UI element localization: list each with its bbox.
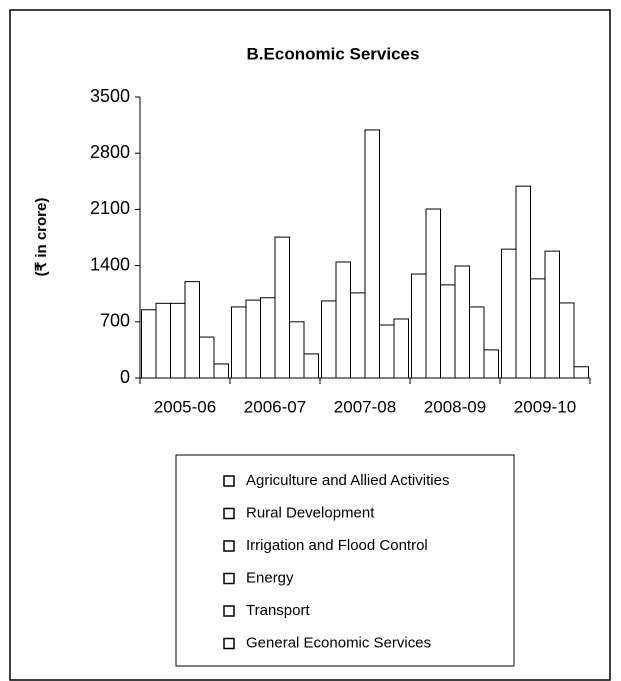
bar [501, 248, 517, 379]
legend-label: Irrigation and Flood Control [246, 537, 428, 554]
bar [335, 261, 351, 379]
bar [454, 265, 470, 379]
bar [245, 299, 261, 379]
legend-label: Transport [246, 602, 310, 619]
bar [184, 281, 200, 379]
bar [515, 185, 531, 379]
y-tick-label: 0 [120, 367, 130, 387]
x-tick-label: 2009-10 [514, 397, 576, 416]
legend-label: Rural Development [246, 504, 375, 521]
bar [155, 302, 171, 379]
bar [364, 129, 380, 379]
bar [141, 309, 157, 379]
bar [350, 292, 366, 379]
bar [303, 353, 319, 379]
bar [231, 306, 247, 379]
y-tick-label: 3500 [90, 86, 130, 106]
x-tick-label: 2006-07 [244, 397, 306, 416]
legend-swatch [223, 507, 235, 520]
y-tick-label: 700 [100, 311, 130, 331]
bar [573, 366, 589, 379]
bar [469, 306, 485, 379]
frame [9, 9, 611, 681]
y-tick-label: 2800 [90, 142, 130, 162]
bar [483, 349, 499, 379]
bar [393, 318, 409, 379]
bar [559, 302, 575, 379]
legend-label: Energy [246, 569, 294, 586]
bar [425, 208, 441, 379]
bar [440, 284, 456, 379]
bar [530, 278, 546, 379]
bar [289, 321, 305, 379]
legend-label: General Economic Services [246, 634, 431, 651]
bar [260, 297, 276, 379]
bar [544, 250, 560, 379]
bar [199, 336, 215, 379]
y-axis-label: (₹ in crore) [33, 198, 50, 277]
y-tick-label: 2100 [90, 198, 130, 218]
bar [379, 324, 395, 379]
bar [170, 302, 186, 379]
legend-label: Agriculture and Allied Activities [246, 472, 449, 489]
legend-swatch [223, 572, 235, 585]
bar [213, 363, 229, 379]
bar [274, 236, 290, 379]
legend-swatch [223, 605, 235, 617]
chart-title: B.Economic Services [247, 44, 420, 63]
legend-box [175, 454, 515, 667]
bar [321, 300, 337, 379]
x-tick-label: 2008-09 [424, 397, 486, 416]
legend-swatch [223, 637, 235, 650]
x-tick-label: 2005-06 [154, 397, 216, 416]
legend-swatch [223, 540, 235, 552]
x-tick-label: 2007-08 [334, 397, 396, 416]
y-tick-label: 1400 [90, 254, 130, 274]
bar [411, 273, 427, 379]
legend-swatch [223, 475, 235, 487]
